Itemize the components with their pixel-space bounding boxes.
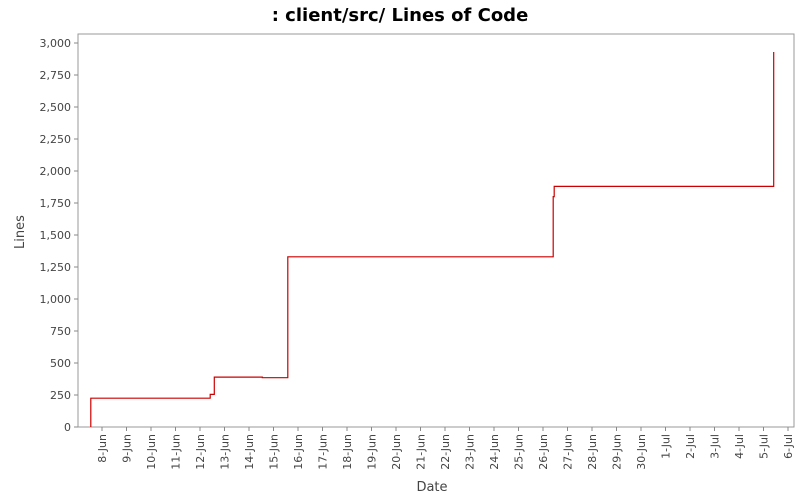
x-tick-label: 23-Jun — [464, 434, 477, 470]
y-tick-label: 3,000 — [40, 37, 72, 50]
x-tick-label: 22-Jun — [439, 434, 452, 470]
series-layer — [90, 52, 775, 427]
y-tick-label: 1,500 — [40, 229, 72, 242]
x-tick-label: 11-Jun — [170, 434, 183, 470]
y-tick-label: 750 — [50, 325, 71, 338]
y-axis-label: Lines — [13, 215, 28, 249]
y-tick-label: 500 — [50, 357, 71, 370]
x-tick-label: 8-Jun — [96, 434, 109, 463]
y-tick-label: 250 — [50, 389, 71, 402]
x-tick-label: 4-Jul — [733, 434, 746, 459]
x-tick-label: 20-Jun — [390, 434, 403, 470]
x-tick-label: 24-Jun — [488, 434, 501, 470]
x-tick-label: 9-Jun — [121, 434, 134, 463]
y-tick-label: 1,750 — [40, 197, 72, 210]
x-tick-label: 3-Jul — [709, 434, 722, 459]
x-tick-label: 16-Jun — [292, 434, 305, 470]
x-tick-label: 15-Jun — [268, 434, 281, 470]
x-tick-label: 12-Jun — [194, 434, 207, 470]
y-tick-label: 2,500 — [40, 101, 72, 114]
y-tick-label: 2,000 — [40, 165, 72, 178]
x-tick-label: 17-Jun — [317, 434, 330, 470]
x-tick-label: 19-Jun — [366, 434, 379, 470]
y-axis: 0 250 500 750 1,000 1,250 1,500 1,750 2,000 2,250… — [40, 37, 78, 434]
y-tick-label: 0 — [64, 421, 71, 434]
x-tick-label: 5-Jul — [758, 434, 771, 459]
y-tick-label: 1,000 — [40, 293, 72, 306]
y-tick-label: 1,250 — [40, 261, 72, 274]
x-tick-label: 28-Jun — [586, 434, 599, 470]
x-tick-label: 21-Jun — [415, 434, 428, 470]
series-line-lines-of-code — [90, 52, 775, 427]
chart-title: : client/src/ Lines of Code — [272, 5, 529, 26]
y-tick-label: 2,750 — [40, 69, 72, 82]
x-tick-label: 26-Jun — [537, 434, 550, 470]
x-tick-label: 25-Jun — [513, 434, 526, 470]
x-axis-label: Date — [416, 480, 447, 495]
x-tick-label: 13-Jun — [219, 434, 232, 470]
x-tick-label: 14-Jun — [243, 434, 256, 470]
x-tick-label: 18-Jun — [341, 434, 354, 470]
plot-area — [77, 33, 795, 428]
x-tick-label: 10-Jun — [145, 434, 158, 470]
y-tick-label: 2,250 — [40, 133, 72, 146]
x-tick-label: 1-Jul — [660, 434, 673, 459]
x-tick-label: 29-Jun — [611, 434, 624, 470]
x-tick-label: 2-Jul — [684, 434, 697, 459]
x-tick-label: 30-Jun — [635, 434, 648, 470]
x-axis: 8-Jun 9-Jun 10-Jun 11-Jun 12-Jun 13-Jun 14-Jun… — [96, 427, 795, 470]
x-tick-label: 27-Jun — [562, 434, 575, 470]
x-tick-label: 6-Jul — [782, 434, 795, 459]
